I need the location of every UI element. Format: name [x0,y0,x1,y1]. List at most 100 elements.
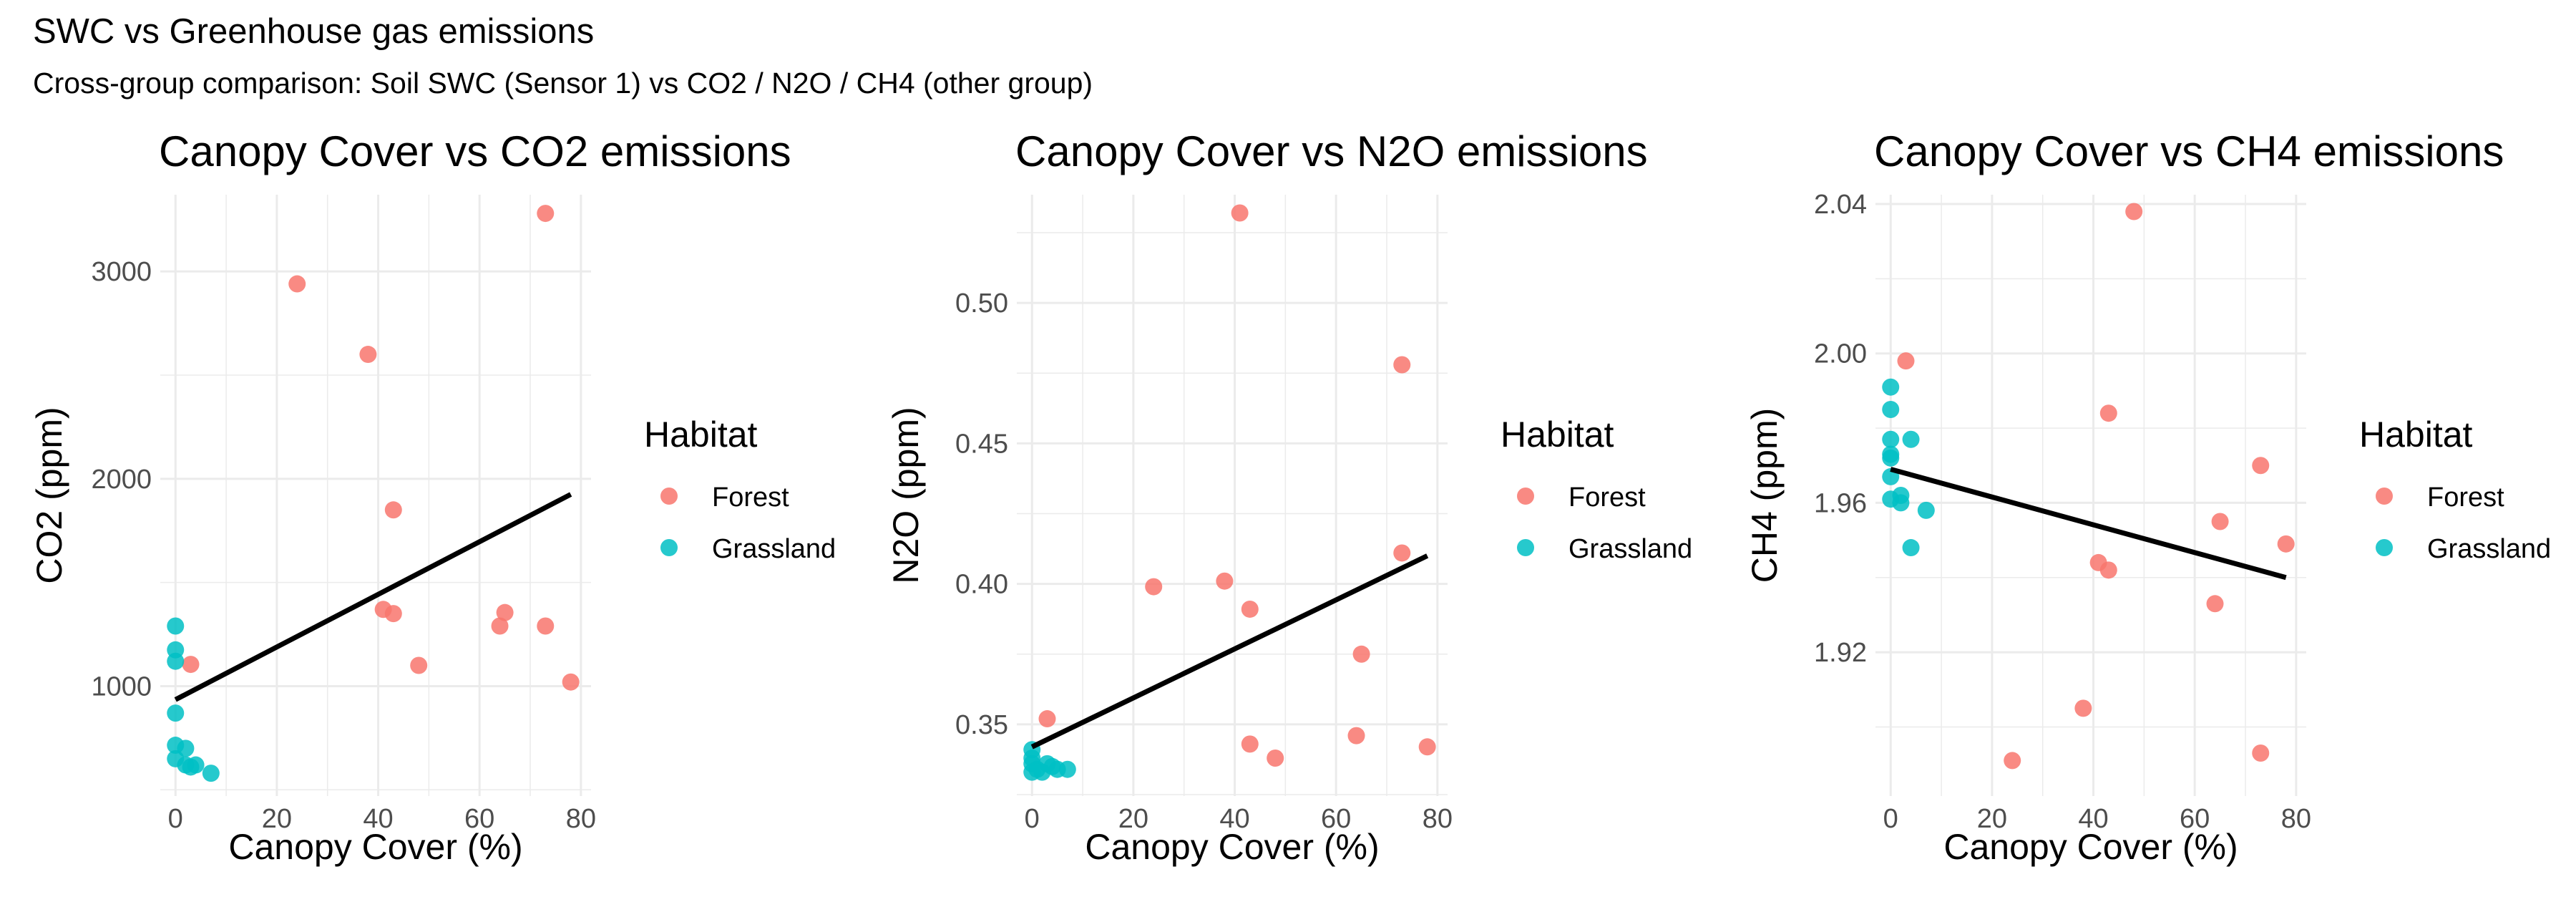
panel-1: 0 20 40 60 80 1000 2000 3000 Canopy Cover vs CO2… [29,127,836,867]
data-point-forest [537,617,555,635]
x-tick-label: 20 [1977,804,2007,834]
data-point-forest [1897,352,1915,370]
figure-title: SWC vs Greenhouse gas emissions [33,12,594,51]
fit-line [1030,553,1429,750]
data-point-grassland [1058,760,1076,778]
legend-label-grassland: Grassland [2427,534,2551,564]
data-point-forest [2277,535,2295,553]
data-point-grassland [1892,494,1910,512]
data-point-grassland [1882,401,1900,418]
legend: Habitat Forest Grassland [2359,414,2551,564]
data-point-grassland [1917,501,1935,519]
data-point-forest [1393,356,1411,374]
panel-title: Canopy Cover vs CO2 emissions [159,127,791,175]
data-point-forest [2125,203,2143,220]
data-point-forest [288,275,306,293]
data-point-forest [1241,735,1259,753]
legend: Habitat Forest Grassland [1501,414,1692,564]
y-axis-label: CH4 (ppm) [1745,408,1785,583]
y-axis-label: N2O (ppm) [886,407,926,583]
legend-label-forest: Forest [2427,482,2504,513]
x-tick-label: 60 [2180,804,2210,834]
fit-line [174,492,572,702]
data-point-forest [562,673,580,691]
x-axis-label: Canopy Cover (%) [228,827,522,867]
data-point-grassland [167,652,185,670]
x-tick-label: 80 [2281,804,2311,834]
data-point-forest [384,605,402,623]
data-point-forest [496,603,514,621]
legend-title: Habitat [1501,414,1614,455]
y-tick-label: 0.40 [955,570,1008,600]
x-axis-label: Canopy Cover (%) [1085,827,1379,867]
data-point-forest [1267,750,1284,767]
y-tick-label: 1.96 [1814,488,1867,518]
y-tick-label: 2.04 [1814,190,1867,220]
y-tick-label: 0.50 [955,288,1008,319]
legend-title: Habitat [644,414,758,455]
data-point-forest [2206,595,2224,613]
legend-label-forest: Forest [712,482,789,513]
y-tick-label: 3000 [91,257,152,287]
data-point-forest [2211,513,2229,530]
data-point-forest [1216,572,1234,590]
data-point-grassland [202,765,220,782]
data-point-forest [2099,561,2117,579]
x-tick-label: 40 [2078,804,2108,834]
panel-title: Canopy Cover vs N2O emissions [1015,127,1648,175]
legend-key-grassland [1517,539,1534,556]
panel-2: 0 20 40 60 80 0.35 0.40 0.45 0.50 Canopy Cover vs… [886,127,1692,867]
x-tick-label: 0 [1883,804,1898,834]
y-tick-label: 0.45 [955,429,1008,459]
fit-line [1890,467,2287,581]
data-point-forest [359,346,377,364]
legend-label-grassland: Grassland [712,534,836,564]
legend-label-forest: Forest [1568,482,1646,513]
data-point-grassland [1902,430,1920,448]
data-point-forest [1418,738,1436,756]
x-tick-label: 80 [566,804,596,834]
x-tick-label: 40 [1219,804,1249,834]
data-point-forest [182,656,200,674]
y-axis-label: CO2 (ppm) [29,407,69,583]
series-forest [182,205,580,691]
x-tick-label: 60 [464,804,494,834]
panel-title: Canopy Cover vs CH4 emissions [1874,127,2504,175]
legend-key-grassland [660,539,678,556]
legend-key-grassland [2376,539,2393,556]
data-point-forest [1393,544,1411,562]
series-forest [1897,203,2295,770]
y-tick-label: 2.00 [1814,339,1867,369]
x-tick-label: 80 [1423,804,1453,834]
data-point-grassland [1902,539,1920,557]
x-tick-label: 20 [1118,804,1148,834]
x-tick-label: 0 [1025,804,1040,834]
data-point-forest [1352,645,1370,663]
data-point-grassland [167,617,185,635]
y-tick-label: 2000 [91,465,152,495]
data-point-forest [2252,745,2270,762]
data-point-grassland [1023,763,1041,781]
data-point-forest [1038,710,1056,728]
legend-title: Habitat [2359,414,2473,455]
y-tick-label: 1.92 [1814,638,1867,668]
data-point-grassland [1882,449,1900,467]
data-point-forest [2074,699,2092,717]
legend: Habitat Forest Grassland [644,414,836,564]
series-grassland [167,617,220,782]
data-point-forest [384,501,402,519]
data-point-forest [410,656,428,674]
data-point-grassland [187,756,205,774]
y-tick-label: 0.35 [955,710,1008,740]
series-grassland [1882,378,1935,557]
x-tick-label: 60 [1321,804,1351,834]
legend-key-forest [660,488,678,505]
x-tick-label: 20 [262,804,292,834]
data-point-forest [1347,727,1365,745]
gridlines [1017,195,1448,796]
data-point-forest [537,205,555,223]
legend-label-grassland: Grassland [1568,534,1692,564]
